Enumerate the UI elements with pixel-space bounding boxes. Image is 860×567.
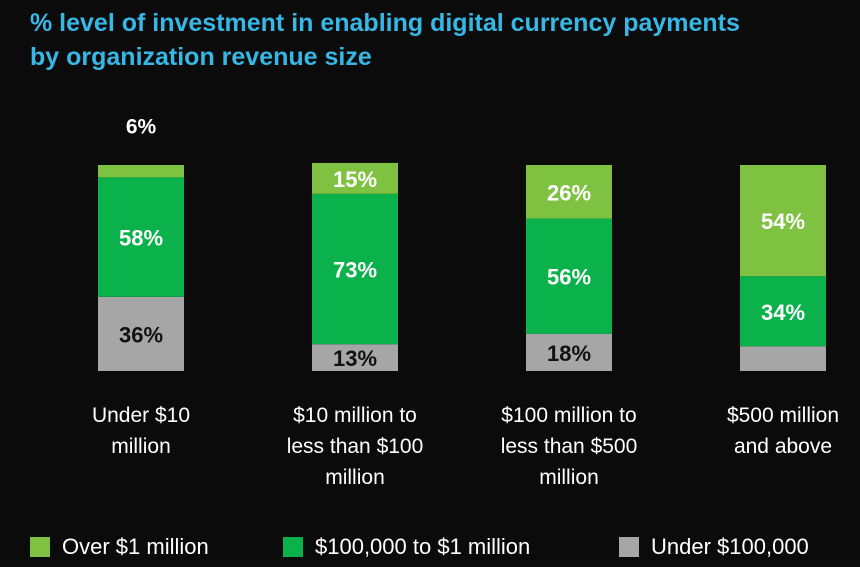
category-label-1: Under $10 million bbox=[91, 404, 191, 458]
data-label-2-3: 15% bbox=[333, 167, 377, 192]
bar-segment-1-2 bbox=[98, 177, 184, 297]
data-label-3-2: 56% bbox=[547, 265, 591, 290]
legend-swatch-2 bbox=[283, 537, 303, 557]
bar-segment-2-2 bbox=[312, 193, 398, 345]
legend-label-1: Over $1 million bbox=[62, 534, 209, 559]
data-label-2-2: 73% bbox=[333, 258, 377, 283]
category-label-4: $500 million and above bbox=[726, 404, 840, 458]
bar-segment-2-3 bbox=[312, 162, 398, 194]
legend-swatch-1 bbox=[30, 537, 50, 557]
bar-segment-3-2 bbox=[526, 218, 612, 334]
chart-title: % level of investment in enabling digita… bbox=[30, 6, 850, 74]
data-label-3-1: 18% bbox=[547, 341, 591, 366]
data-label-4-3: 54% bbox=[761, 209, 805, 234]
legend-label-2: $100,000 to $1 million bbox=[315, 534, 531, 559]
data-label-2-1: 13% bbox=[333, 346, 377, 371]
bar-segment-1-1 bbox=[98, 296, 184, 371]
legend-swatch-3 bbox=[619, 537, 639, 557]
data-label-1-1: 36% bbox=[119, 322, 163, 347]
bar-segment-4-1 bbox=[740, 346, 826, 371]
bar-segment-1-3 bbox=[98, 165, 184, 178]
legend-item-1: Over $1 million bbox=[30, 534, 209, 560]
bar-segment-3-1 bbox=[526, 333, 612, 371]
legend-item-3: Under $100,000 bbox=[619, 534, 809, 560]
data-label-1-2: 58% bbox=[119, 226, 163, 251]
bar-segment-4-2 bbox=[740, 276, 826, 347]
chart-title-line-1: % level of investment in enabling digita… bbox=[30, 9, 740, 37]
legend-item-2: $100,000 to $1 million bbox=[283, 534, 530, 560]
bar-segment-2-1 bbox=[312, 344, 398, 371]
data-label-1-3: 6% bbox=[126, 116, 157, 139]
category-label-3: $100 million to less than $500 million bbox=[500, 404, 638, 489]
category-label-2: $10 million to less than $100 million bbox=[286, 404, 424, 489]
chart-title-line-2: by organization revenue size bbox=[30, 43, 372, 71]
data-label-4-2: 34% bbox=[761, 300, 805, 325]
bar-segment-3-3 bbox=[526, 165, 612, 219]
legend-label-3: Under $100,000 bbox=[651, 534, 809, 559]
data-label-3-3: 26% bbox=[547, 180, 591, 205]
bar-segment-4-3 bbox=[740, 165, 826, 277]
